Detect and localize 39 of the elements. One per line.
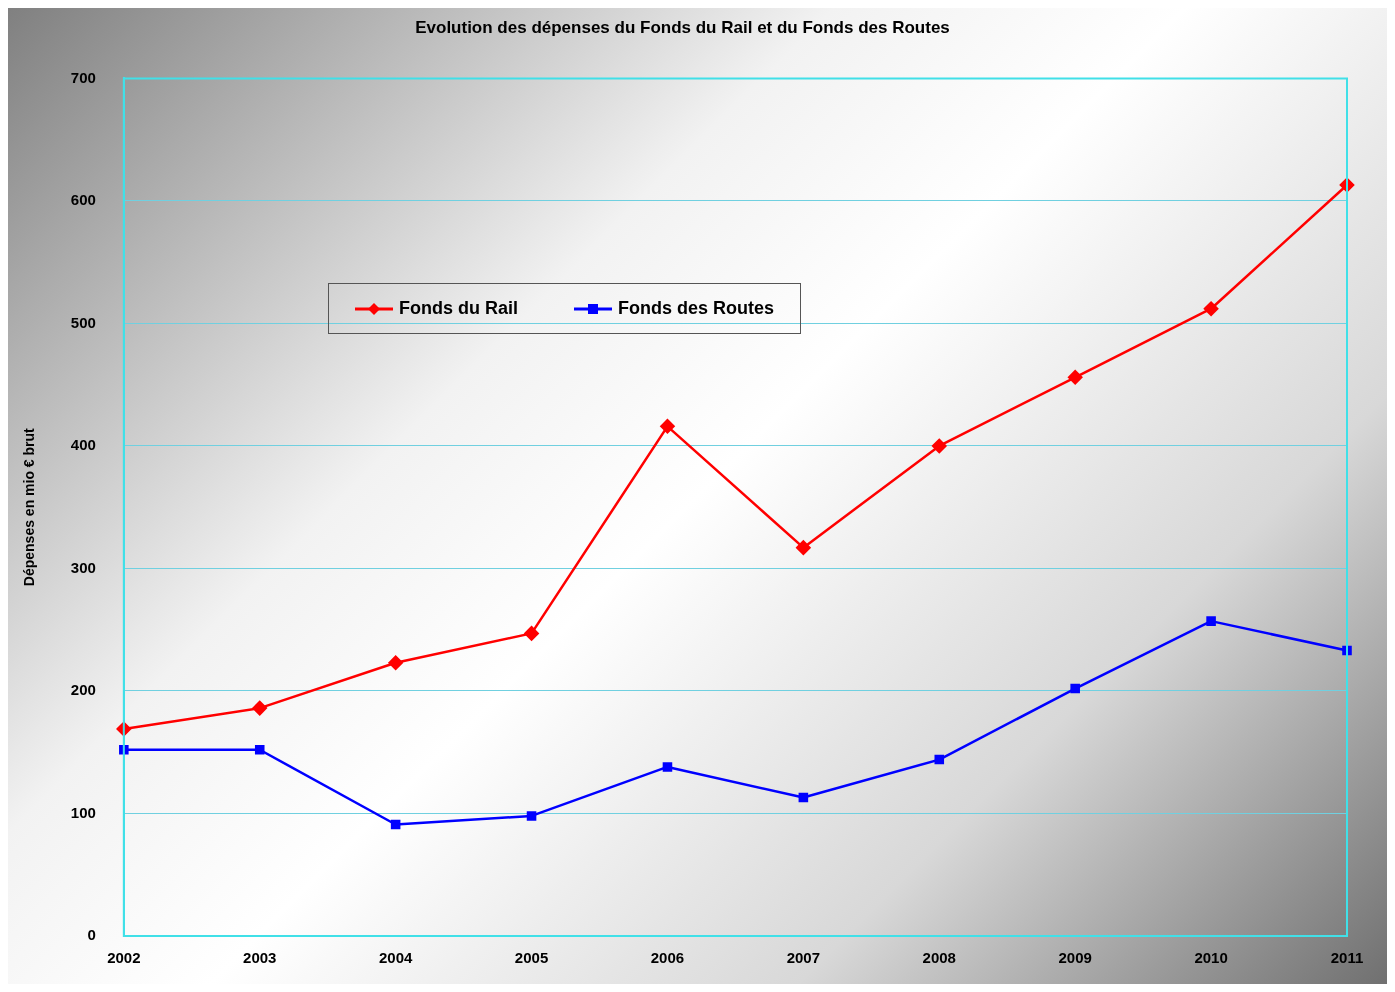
point — [1067, 370, 1083, 385]
x-tick-label: 2010 — [1194, 949, 1228, 967]
y-tick-label: 700 — [70, 68, 96, 86]
point — [524, 626, 539, 641]
y-axis-title: Dépenses en mio € brut — [21, 427, 38, 587]
point — [932, 438, 947, 454]
point — [390, 819, 401, 830]
x-tick-label: 2007 — [786, 949, 821, 967]
point — [526, 811, 537, 821]
y-tick-label: 600 — [70, 191, 96, 209]
x-tick-label: 2003 — [243, 949, 277, 967]
legend-label: Fonds des Routes — [618, 298, 775, 319]
x-tick-label: 2009 — [1058, 949, 1092, 967]
x-tick-label: 2005 — [514, 949, 549, 967]
point — [1206, 616, 1216, 626]
point — [662, 762, 673, 772]
point — [1203, 301, 1219, 316]
point — [798, 792, 809, 803]
point — [252, 700, 267, 716]
y-tick-label: 0 — [87, 926, 96, 944]
x-tick-label: 2011 — [1330, 949, 1364, 967]
x-tick-label: 2006 — [650, 949, 685, 967]
legend-label: Fonds du Rail — [399, 298, 518, 319]
y-tick-label: 500 — [70, 313, 96, 331]
point — [934, 754, 945, 765]
x-tick-label: 2004 — [378, 949, 413, 967]
point — [660, 419, 675, 434]
point — [388, 655, 403, 671]
point — [254, 744, 265, 755]
chart-title: Evolution des dépenses du Fonds du Rail et du Fonds des Routes — [415, 17, 950, 37]
x-tick-label: 2008 — [922, 949, 956, 967]
point — [119, 744, 129, 755]
y-tick-label: 400 — [70, 436, 96, 454]
point — [796, 540, 811, 555]
y-tick-label: 300 — [70, 558, 96, 576]
y-tick-label: 100 — [70, 803, 96, 821]
y-tick-label: 200 — [70, 681, 96, 699]
point — [1070, 683, 1080, 694]
x-tick-label: 2002 — [107, 949, 141, 967]
